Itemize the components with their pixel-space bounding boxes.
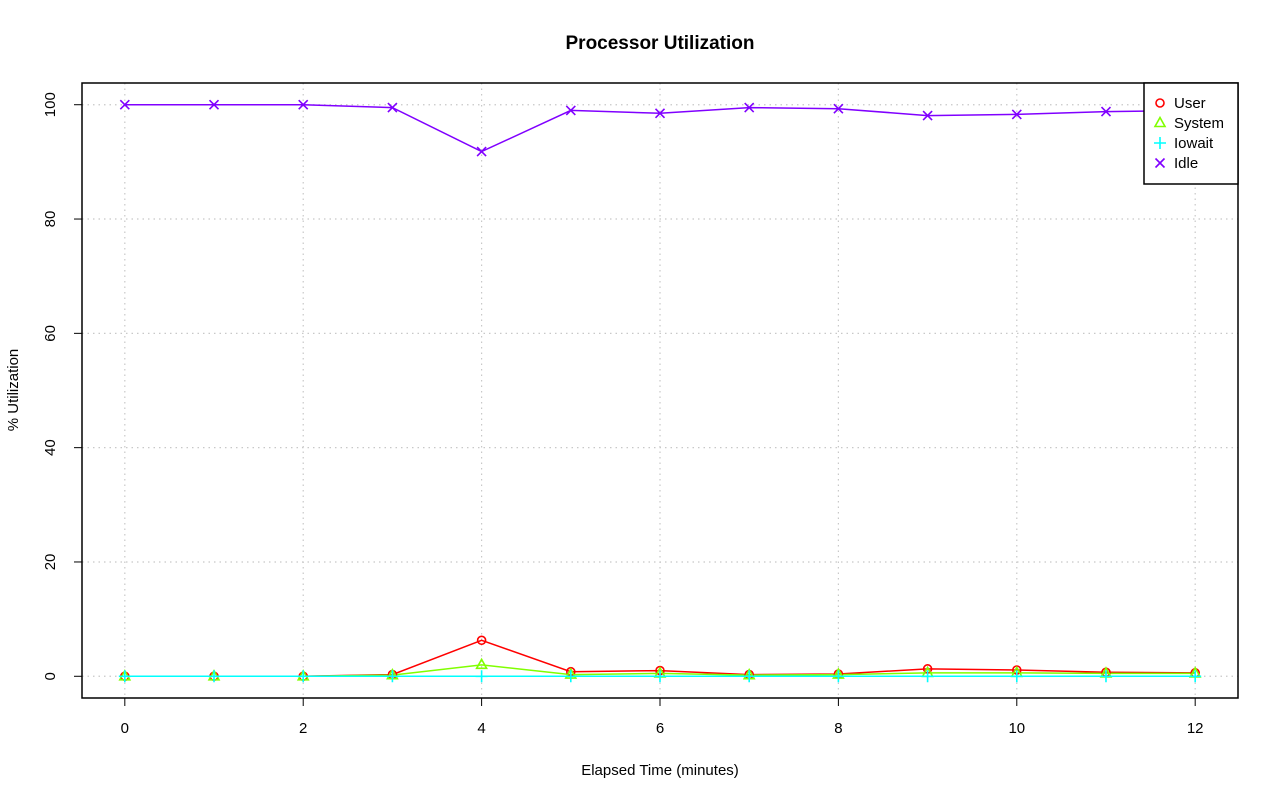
legend-marker-system [1153, 115, 1167, 128]
x-axis: 0 2 4 6 8 10 12 [121, 697, 1204, 737]
data-point-idle [922, 110, 933, 121]
x-tick-label: 8 [834, 720, 842, 737]
legend-marker-idle [1154, 157, 1166, 169]
data-point-iowait [297, 670, 310, 683]
legend-box [1143, 82, 1239, 185]
data-point-system [475, 657, 488, 670]
data-point-iowait [475, 670, 488, 683]
legend-label-iowait: Iowait [1174, 135, 1214, 152]
data-point-idle [1011, 109, 1022, 120]
x-tick-label: 0 [121, 720, 129, 737]
data-point-idle [476, 146, 487, 157]
x-tick-label: 6 [656, 720, 664, 737]
y-tick-label: 0 [42, 672, 59, 680]
data-point-iowait [386, 670, 399, 683]
data-point-iowait [1189, 670, 1202, 683]
y-axis: 0 20 40 60 80 100 [42, 92, 83, 680]
data-point-idle [1100, 106, 1112, 117]
data-point-iowait [654, 670, 666, 683]
data-point-iowait [564, 670, 577, 683]
data-point-user [476, 635, 487, 646]
x-tick-label: 10 [1008, 720, 1025, 737]
y-tick-label: 20 [42, 554, 59, 571]
data-point-idle [298, 99, 309, 110]
legend-label-user: User [1174, 95, 1206, 112]
x-axis-label: Elapsed Time (minutes) [581, 762, 739, 779]
legend-label-idle: Idle [1174, 155, 1198, 172]
data-point-iowait [921, 670, 934, 683]
legend-label-system: System [1174, 115, 1224, 132]
legend-marker-iowait [1154, 137, 1166, 149]
x-tick-label: 4 [477, 720, 485, 737]
y-tick-label: 80 [42, 211, 59, 228]
chart-title: Processor Utilization [566, 33, 755, 54]
data-point-iowait [832, 670, 845, 683]
data-point-idle [208, 99, 220, 110]
data-point-iowait [118, 670, 131, 683]
series-group [118, 99, 1202, 683]
y-tick-label: 100 [42, 92, 59, 117]
x-tick-label: 2 [299, 720, 307, 737]
data-point-idle [387, 102, 398, 113]
x-tick-label: 12 [1187, 720, 1204, 737]
data-point-idle [654, 108, 666, 119]
data-point-idle [833, 103, 844, 114]
data-point-idle [119, 99, 130, 110]
data-point-idle [565, 105, 576, 116]
data-point-iowait [743, 670, 756, 683]
y-tick-label: 40 [42, 439, 59, 456]
data-point-idle [744, 102, 755, 113]
data-point-iowait [1099, 670, 1112, 683]
data-point-iowait [1010, 670, 1023, 683]
grid [82, 83, 1238, 698]
y-axis-label: % Utilization [5, 349, 22, 432]
data-point-iowait [208, 670, 221, 683]
legend-marker-user [1155, 98, 1165, 108]
y-tick-label: 60 [42, 325, 59, 342]
legend: User System Iowait Idle [1143, 82, 1239, 185]
